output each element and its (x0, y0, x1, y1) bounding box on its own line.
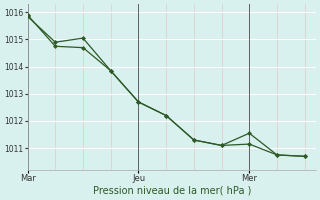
X-axis label: Pression niveau de la mer( hPa ): Pression niveau de la mer( hPa ) (92, 186, 251, 196)
